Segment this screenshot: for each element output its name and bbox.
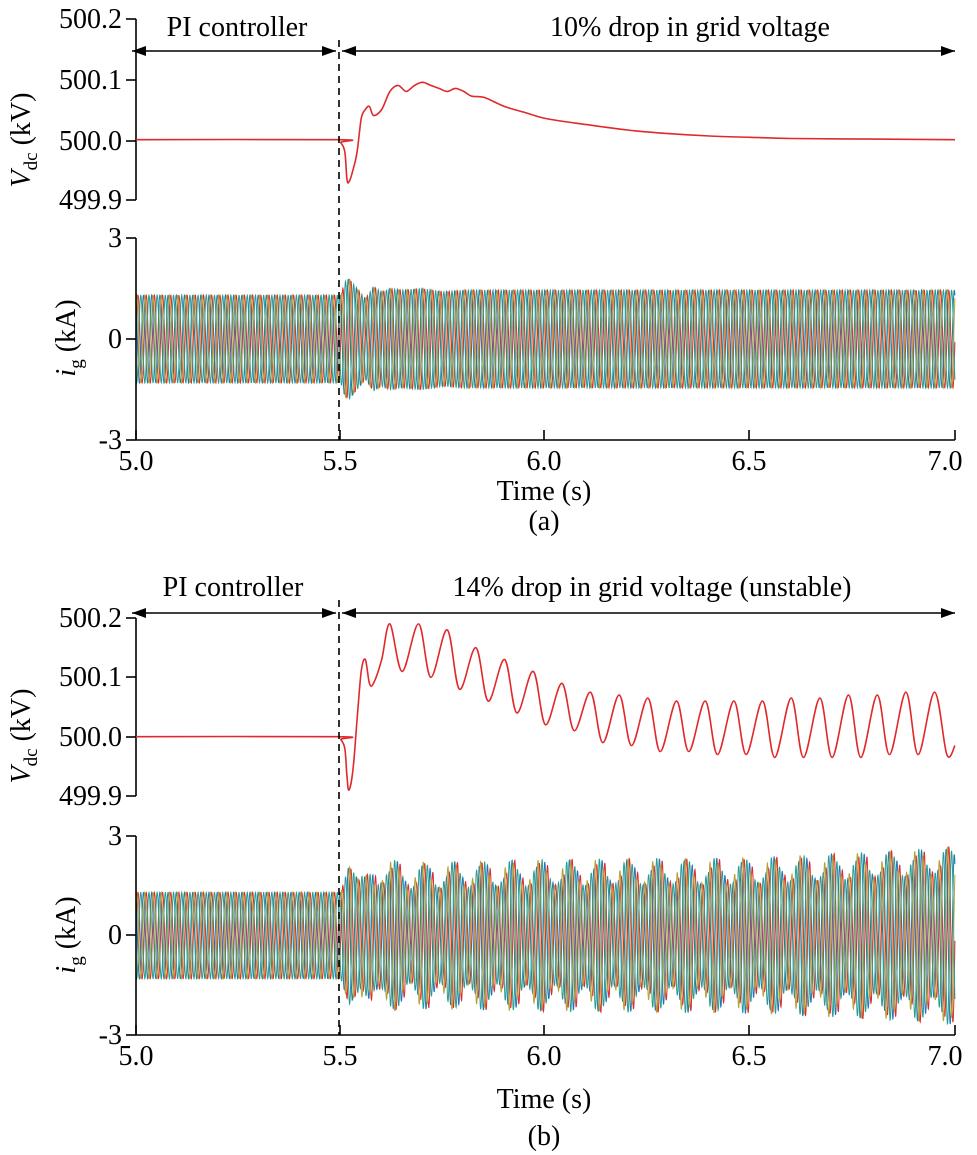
x-tick-label: 5.5: [323, 1041, 358, 1072]
ig-series-lines: [135, 845, 956, 1025]
x-tick-label: 5.0: [119, 446, 154, 477]
panel-b: PI controller 14% drop in grid voltage (…: [6, 572, 963, 1152]
x-tick-label: 7.0: [928, 446, 963, 477]
vdc-tick-label: 500.1: [59, 662, 122, 693]
vdc-tick-label: 500.2: [59, 4, 122, 35]
annotation-grid-drop: 10% drop in grid voltage: [550, 12, 830, 43]
annotation-arrows: [132, 46, 955, 56]
ig-phase-line: [135, 846, 956, 1022]
annotation-pi-controller: PI controller: [163, 572, 304, 603]
vdc-series-line: [135, 623, 956, 791]
vdc-tick-label: 500.0: [59, 126, 122, 157]
x-tick-label: 5.0: [119, 1041, 154, 1072]
vdc-series-line: [135, 81, 956, 184]
x-tick-label: 7.0: [928, 1041, 963, 1072]
vdc-tick-label: 500.0: [59, 722, 122, 753]
vdc-subplot: Vdc (kV) 500.2 500.1 500.0 499.9: [6, 603, 956, 812]
annotation-grid-drop: 14% drop in grid voltage (unstable): [453, 572, 852, 603]
vdc-tick-label: 499.9: [59, 185, 122, 216]
annotation-arrows: [132, 608, 955, 618]
x-tick-label: 6.0: [527, 1041, 562, 1072]
x-tick-label: 6.0: [527, 446, 562, 477]
ig-series-lines: [135, 277, 956, 401]
panel-caption: (a): [528, 506, 559, 537]
panel-caption: (b): [528, 1121, 561, 1152]
x-tick-label: 6.5: [732, 446, 767, 477]
ig-tick-label: 3: [108, 223, 122, 254]
x-axis-label: Time (s): [497, 1084, 592, 1115]
vdc-tick-label: 500.1: [59, 65, 122, 96]
x-tick-label: 6.5: [732, 1041, 767, 1072]
ig-tick-label: 0: [108, 324, 122, 355]
ig-ylabel: ig (kA): [51, 299, 87, 376]
x-axis: 5.0 5.5 6.0 6.5 7.0 Time (s): [119, 1025, 963, 1115]
ig-subplot: ig (kA) 3 0 -3: [51, 821, 956, 1051]
vdc-ylabel: Vdc (kV): [6, 93, 42, 188]
vdc-subplot: Vdc (kV) 500.2 500.1 500.0 499.9: [6, 4, 956, 216]
ig-phase-line: [135, 277, 956, 399]
ig-tick-label: 0: [108, 920, 122, 951]
ig-tick-label: -3: [99, 425, 122, 456]
ig-tick-label: -3: [99, 1020, 122, 1051]
ig-subplot: ig (kA) 3 0 -3: [51, 223, 956, 456]
annotation-pi-controller: PI controller: [167, 12, 308, 43]
vdc-tick-label: 500.2: [59, 603, 122, 634]
vdc-tick-label: 499.9: [59, 781, 122, 812]
panel-a: PI controller 10% drop in grid voltage V…: [6, 4, 963, 537]
x-axis: 5.0 5.5 6.0 6.5 7.0 Time (s): [119, 430, 963, 507]
ig-tick-label: 3: [108, 821, 122, 852]
x-axis-label: Time (s): [497, 476, 592, 507]
vdc-ylabel: Vdc (kV): [6, 689, 42, 784]
ig-ylabel: ig (kA): [51, 896, 87, 973]
x-tick-label: 5.5: [323, 446, 358, 477]
